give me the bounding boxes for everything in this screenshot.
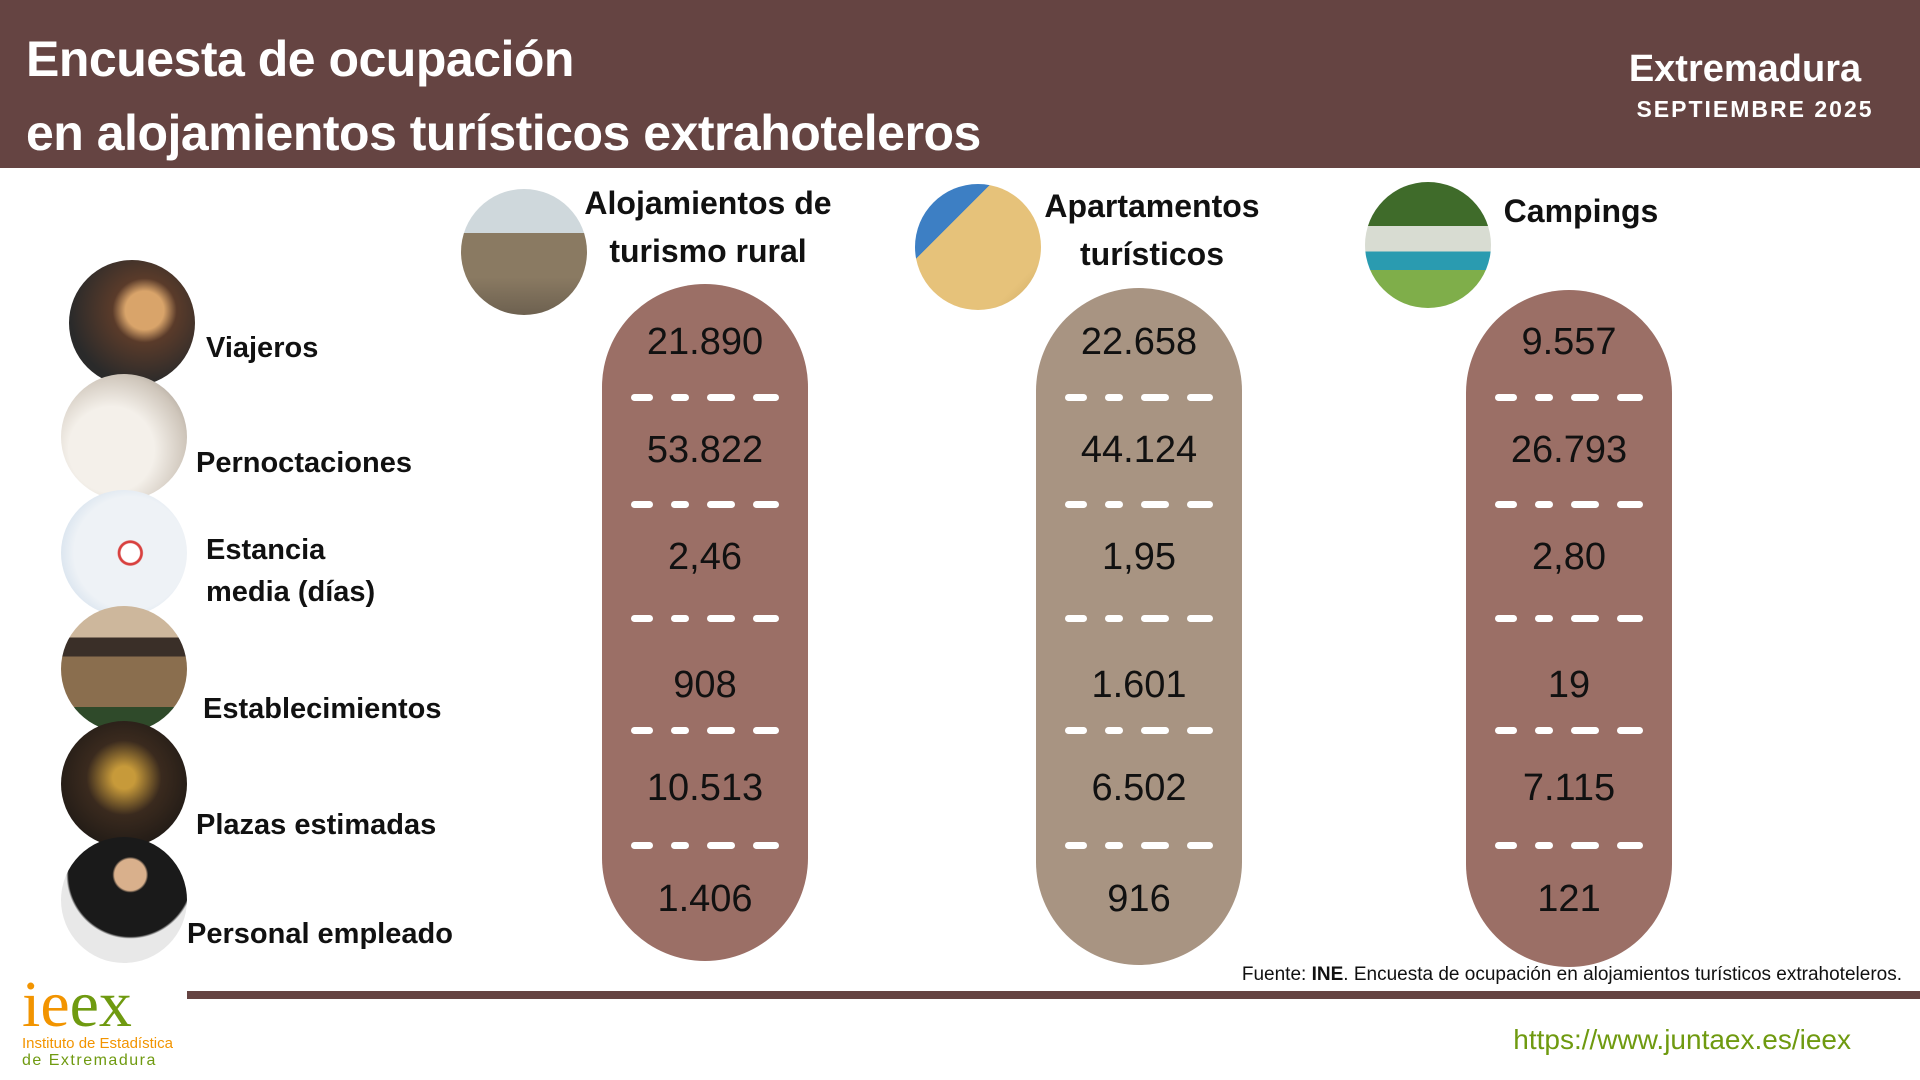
column-title-rural-line2: turismo rural [609, 233, 807, 269]
separator-dashes [630, 501, 780, 509]
value-apartamentos-0: 22.658 [1080, 321, 1198, 363]
ieex-logo: ieex Instituto de Estadística de Extrema… [22, 968, 173, 1070]
value-campings-1: 26.793 [1510, 429, 1628, 471]
row-label-establecimientos: Establecimientos [203, 693, 442, 725]
value-campings-4: 7.115 [1522, 767, 1616, 809]
separator-dashes [1064, 615, 1214, 623]
value-apartamentos-3: 1.601 [1091, 664, 1187, 706]
separator-dashes [1064, 842, 1214, 850]
value-rural-0: 21.890 [646, 321, 764, 363]
region-label: Extremadura [1628, 48, 1862, 90]
row-label-plazas: Plazas estimadas [196, 809, 437, 841]
value-apartamentos-2: 1,95 [1102, 536, 1176, 578]
page-title-line1: Encuesta de ocupación [26, 31, 574, 87]
bed-photo-icon [61, 374, 187, 500]
column-title-rural: Alojamientos de turismo rural [568, 179, 848, 275]
value-rural-5: 1.406 [657, 878, 753, 920]
separator-dashes [1064, 394, 1214, 402]
separator-dashes [1494, 615, 1644, 623]
separator-dashes [1494, 842, 1644, 850]
pill-rural: 21.890 53.822 2,46 908 10.513 1.406 [602, 284, 808, 961]
value-apartamentos-5: 916 [1107, 878, 1171, 920]
value-campings-3: 19 [1547, 664, 1591, 706]
value-rural-3: 908 [673, 664, 737, 706]
separator-dashes [630, 615, 780, 623]
campings-photo-icon [1365, 182, 1491, 308]
separator-dashes [1494, 727, 1644, 735]
website-link[interactable]: https://www.juntaex.es/ieex [1513, 1024, 1851, 1055]
rural-photo-icon [461, 189, 587, 315]
separator-dashes [1494, 501, 1644, 509]
row-label-personal: Personal empleado [187, 918, 453, 950]
separator-dashes [630, 394, 780, 402]
value-campings-2: 2,80 [1532, 536, 1606, 578]
value-campings-5: 121 [1537, 878, 1601, 920]
value-rural-4: 10.513 [646, 767, 764, 809]
calendar-photo-icon [61, 490, 187, 616]
row-label-estancia-1: Estancia [206, 534, 326, 566]
separator-dashes [1064, 501, 1214, 509]
pill-campings: 9.557 26.793 2,80 19 7.115 121 [1466, 290, 1672, 967]
column-title-rural-line1: Alojamientos de [584, 185, 832, 221]
receptionist-photo-icon [61, 837, 187, 963]
separator-dashes [630, 842, 780, 850]
period-label: SEPTIEMBRE 2025 [1636, 96, 1874, 122]
column-title-apartamentos: Apartamentos turísticos [1032, 182, 1272, 278]
row-label-pernoctaciones: Pernoctaciones [196, 447, 412, 479]
separator-dashes [1494, 394, 1644, 402]
value-rural-1: 53.822 [646, 429, 764, 471]
page-title-line2: en alojamientos turísticos extrahotelero… [26, 105, 981, 161]
column-title-apartamentos-line1: Apartamentos [1044, 188, 1260, 224]
column-title-campings: Campings [1503, 193, 1659, 229]
hotel-photo-icon [61, 606, 187, 732]
footer-divider [187, 991, 1920, 999]
value-rural-2: 2,46 [668, 536, 742, 578]
value-apartamentos-4: 6.502 [1091, 767, 1187, 809]
separator-dashes [630, 727, 780, 735]
value-apartamentos-1: 44.124 [1080, 429, 1198, 471]
separator-dashes [1064, 727, 1214, 735]
row-label-estancia-2: media (días) [206, 576, 376, 608]
key-photo-icon [61, 721, 187, 847]
traveler-photo-icon [69, 260, 195, 386]
apartments-photo-icon [915, 184, 1041, 310]
source-note: Fuente: INE. Encuesta de ocupación en al… [1241, 964, 1902, 985]
pill-apartamentos: 22.658 44.124 1,95 1.601 6.502 916 [1036, 288, 1242, 965]
header-banner: Encuesta de ocupación en alojamientos tu… [0, 0, 1920, 168]
row-label-viajeros: Viajeros [206, 332, 319, 364]
value-campings-0: 9.557 [1521, 321, 1617, 363]
column-title-apartamentos-line2: turísticos [1079, 236, 1225, 272]
